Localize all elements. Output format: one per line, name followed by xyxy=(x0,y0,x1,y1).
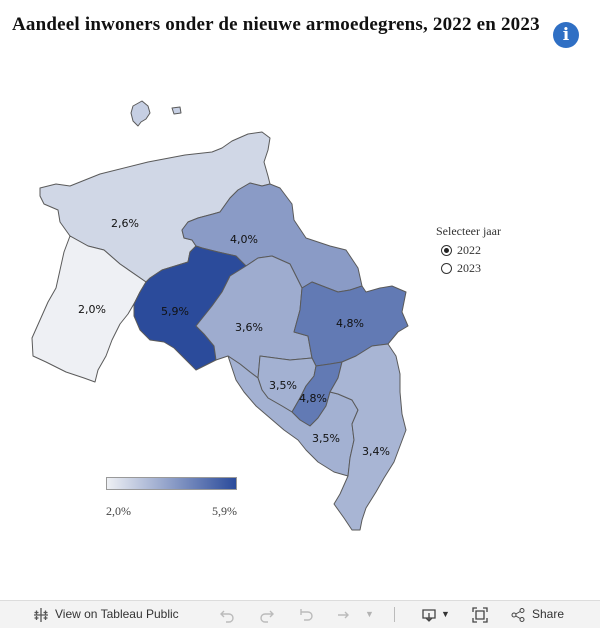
region-label: 3,5% xyxy=(312,432,340,445)
color-legend: 2,0% 5,9% xyxy=(106,477,237,518)
legend-min-label: 2,0% xyxy=(106,504,131,518)
region-label: 4,8% xyxy=(299,392,327,405)
region-label: 3,6% xyxy=(235,321,263,334)
year-selector-label: Selecteer jaar xyxy=(436,224,501,238)
region-label: 3,4% xyxy=(362,445,390,458)
year-selector: Selecteer jaar 2022 2023 xyxy=(436,224,501,277)
region-label: 4,8% xyxy=(336,317,364,330)
download-icon[interactable] xyxy=(421,601,437,628)
share-button[interactable]: Share xyxy=(532,607,565,621)
redo-icon[interactable] xyxy=(259,601,275,628)
radio-icon[interactable] xyxy=(441,244,452,256)
region-label: 2,6% xyxy=(111,217,139,230)
year-option-label: 2023 xyxy=(457,260,481,275)
refresh-icon[interactable] xyxy=(336,601,352,628)
region-label: 3,5% xyxy=(269,379,297,392)
undo-icon[interactable] xyxy=(219,601,235,628)
legend-gradient-bar xyxy=(106,477,237,490)
region-label: 4,0% xyxy=(230,233,258,246)
share-icon[interactable] xyxy=(510,601,526,628)
legend-max-label: 5,9% xyxy=(212,504,237,518)
region-west[interactable] xyxy=(31,235,147,383)
map-title: Aandeel inwoners onder de nieuwe armoede… xyxy=(12,14,540,35)
radio-icon[interactable] xyxy=(441,262,452,274)
fullscreen-icon[interactable] xyxy=(472,601,488,628)
tableau-logo-icon[interactable] xyxy=(33,601,49,628)
info-icon[interactable]: i xyxy=(553,22,579,48)
tableau-toolbar: View on Tableau Public ▼ ▼ Share xyxy=(0,600,600,628)
year-option-2023[interactable]: 2023 xyxy=(436,259,501,277)
island-2 xyxy=(171,106,182,115)
toolbar-divider xyxy=(394,607,395,622)
region-zuid-oost[interactable] xyxy=(329,343,407,531)
region-label: 5,9% xyxy=(161,305,189,318)
refresh-dropdown-icon[interactable]: ▼ xyxy=(365,609,374,619)
year-option-2022[interactable]: 2022 xyxy=(436,241,501,259)
revert-icon[interactable] xyxy=(298,601,314,628)
year-option-label: 2022 xyxy=(457,242,481,257)
region-label: 2,0% xyxy=(78,303,106,316)
island-1 xyxy=(130,100,151,127)
view-on-tableau-link[interactable]: View on Tableau Public xyxy=(55,607,179,621)
download-dropdown-icon[interactable]: ▼ xyxy=(441,609,450,619)
choropleth-map: 2,6% 2,0% 4,0% 5,9% 3,6% 4,8% 3,5% 4,8% … xyxy=(31,100,409,531)
